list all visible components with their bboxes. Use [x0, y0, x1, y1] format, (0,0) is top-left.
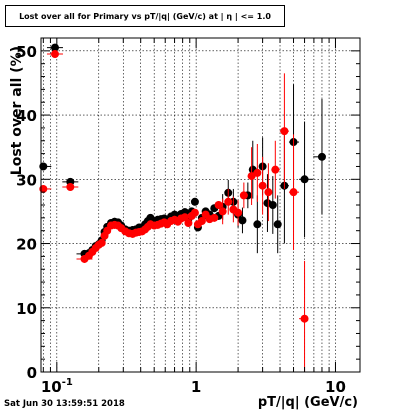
axes: 0 10 20 30 40 50 10-1 1 10	[16, 37, 361, 396]
x-axis-label: pT/|q| (GeV/c)	[258, 395, 358, 410]
data-point	[180, 213, 189, 222]
data-point	[234, 208, 243, 217]
x-tick-label: 10	[325, 378, 346, 396]
data-point	[224, 197, 233, 206]
x-tick-label: 1	[191, 378, 201, 396]
data-point	[273, 220, 282, 229]
data-point	[97, 238, 106, 247]
data-point	[268, 201, 277, 209]
data-point	[190, 197, 199, 206]
y-tick-label: 40	[16, 107, 37, 125]
y-tick-label: 20	[16, 236, 37, 254]
grid	[41, 38, 360, 373]
y-tick-label: 30	[16, 171, 37, 189]
data-point	[50, 50, 59, 59]
timestamp: Sat Jun 30 13:59:51 2018	[4, 399, 125, 409]
y-tick-label: 10	[16, 300, 37, 318]
series-1	[39, 50, 309, 372]
y-tick-label: 0	[27, 364, 37, 382]
data-point	[289, 188, 298, 197]
data-point	[66, 183, 75, 192]
data-point	[214, 201, 223, 209]
data-point	[317, 152, 326, 161]
data-point	[258, 181, 267, 190]
chart-title: Lost over all for Primary vs pT/|q| (GeV…	[5, 5, 285, 27]
data-point	[253, 220, 262, 229]
data-point	[300, 314, 309, 323]
data-point	[239, 191, 248, 200]
y-axis-label: Lost over all (%)	[9, 46, 25, 175]
plot-frame	[40, 37, 361, 373]
data-point	[190, 208, 199, 217]
data-point	[300, 175, 309, 184]
data-point	[218, 207, 227, 216]
y-tick-label: 50	[16, 43, 37, 61]
data-point	[253, 168, 262, 177]
data-point	[271, 165, 280, 174]
data-point	[197, 217, 206, 226]
data-point	[280, 127, 289, 136]
x-tick-label: 10-1	[41, 377, 73, 396]
data-point	[210, 213, 219, 222]
data-point	[184, 218, 193, 227]
data-point	[264, 188, 273, 197]
data-series	[39, 43, 326, 372]
data-point	[238, 216, 247, 225]
